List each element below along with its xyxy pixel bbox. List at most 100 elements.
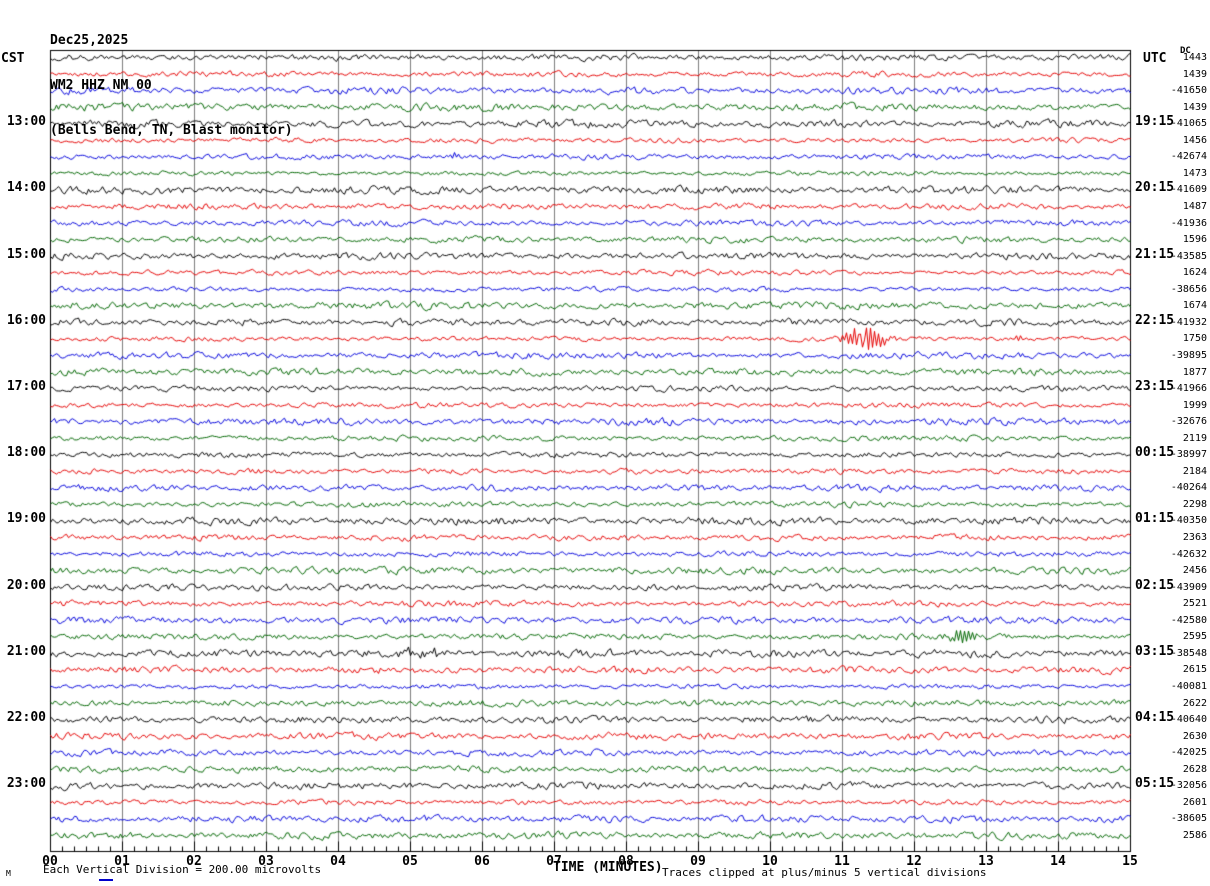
left-time-label: 20:00 [6, 577, 46, 593]
dc-value: -41609 [1170, 184, 1207, 196]
dc-value: -41936 [1170, 217, 1207, 229]
left-time-label: 14:00 [6, 180, 46, 196]
header-location: (Bells Bend, TN, Blast monitor) [50, 123, 293, 138]
minute-tick-label: 11 [834, 854, 850, 869]
dc-value: -41065 [1170, 118, 1207, 130]
corner-mark: M [6, 869, 11, 878]
dc-value: -38997 [1170, 449, 1207, 461]
left-time-label: 19:00 [6, 511, 46, 527]
dc-value: -41966 [1170, 383, 1207, 395]
dc-value: -38605 [1170, 813, 1207, 825]
left-time-label: 15:00 [6, 246, 46, 262]
minute-tick-label: 03 [258, 854, 274, 869]
utc-time-label: 23:15 [1135, 379, 1175, 395]
dc-value: -40640 [1170, 714, 1207, 726]
dc-value: 2615 [1182, 664, 1207, 676]
utc-time-label: 19:15 [1135, 114, 1175, 130]
left-time-label: 16:00 [6, 312, 46, 328]
dc-value: -41932 [1170, 316, 1207, 328]
dc-value: -32056 [1170, 780, 1207, 792]
dc-value: 2456 [1182, 565, 1207, 577]
left-time-label: 23:00 [6, 776, 46, 792]
minute-tick-label: 06 [474, 854, 490, 869]
dc-value: 2595 [1182, 631, 1207, 643]
minute-tick-label: 04 [330, 854, 346, 869]
left-time-label: 17:00 [6, 379, 46, 395]
underline-accent-mark [99, 879, 113, 881]
left-axis-unit: CST [1, 51, 25, 66]
minute-tick-label: 15 [1122, 854, 1138, 869]
dc-value: 2622 [1182, 697, 1207, 709]
minute-tick-label: 08 [618, 854, 634, 869]
dc-value: -42632 [1170, 548, 1207, 560]
dc-value: 1487 [1182, 200, 1207, 212]
dc-value: 1674 [1182, 300, 1207, 312]
left-time-label: 18:00 [6, 445, 46, 461]
minute-tick-label: 14 [1050, 854, 1066, 869]
minute-tick-label: 05 [402, 854, 418, 869]
dc-value: 2628 [1182, 763, 1207, 775]
minute-tick-label: 02 [186, 854, 202, 869]
dc-value: 1439 [1182, 68, 1207, 80]
utc-time-label: 00:15 [1135, 445, 1175, 461]
utc-time-label: 04:15 [1135, 710, 1175, 726]
dc-value: 2184 [1182, 465, 1207, 477]
utc-time-label: 21:15 [1135, 246, 1175, 262]
dc-value: 1999 [1182, 399, 1207, 411]
dc-value: -40350 [1170, 515, 1207, 527]
header-station: WM2 HHZ NM 00 [50, 78, 152, 93]
right-axis-unit: UTC [1143, 51, 1167, 66]
minute-tick-label: 07 [546, 854, 562, 869]
dc-value: 1439 [1182, 101, 1207, 113]
dc-value: 2586 [1182, 830, 1207, 841]
minute-tick-label: 13 [978, 854, 994, 869]
dc-value: 2630 [1182, 730, 1207, 742]
dc-value: 2298 [1182, 498, 1207, 510]
dc-value: 2363 [1182, 532, 1207, 544]
left-time-label: 22:00 [6, 710, 46, 726]
dc-value: 2521 [1182, 598, 1207, 610]
minute-tick-label: 01 [114, 854, 130, 869]
dc-value: -38548 [1170, 647, 1207, 659]
dc-column-header: DC [1180, 46, 1191, 56]
dc-value: -40264 [1170, 482, 1207, 494]
dc-value: -41650 [1170, 85, 1207, 97]
utc-time-label: 05:15 [1135, 776, 1175, 792]
minute-tick-label: 00 [42, 854, 58, 869]
dc-value: 2601 [1182, 796, 1207, 808]
dc-value: 1596 [1182, 234, 1207, 246]
dc-value: 1473 [1182, 167, 1207, 179]
x-axis-title: TIME (MINUTES) [553, 860, 663, 875]
dc-value: -40081 [1170, 681, 1207, 693]
dc-value: 1624 [1182, 267, 1207, 279]
dc-value: -43909 [1170, 581, 1207, 593]
dc-value: -38656 [1170, 283, 1207, 295]
minute-tick-label: 10 [762, 854, 778, 869]
dc-value: -32676 [1170, 416, 1207, 428]
dc-value: -39895 [1170, 349, 1207, 361]
dc-value: 1877 [1182, 366, 1207, 378]
utc-time-label: 03:15 [1135, 643, 1175, 659]
dc-value: -42580 [1170, 614, 1207, 626]
minute-tick-label: 12 [906, 854, 922, 869]
left-time-label: 13:00 [6, 114, 46, 130]
utc-time-label: 20:15 [1135, 180, 1175, 196]
header-date: Dec25,2025 [50, 33, 129, 48]
dc-value: -43585 [1170, 250, 1207, 262]
dc-value: 2119 [1182, 432, 1207, 444]
utc-time-label: 02:15 [1135, 577, 1175, 593]
dc-value: -42674 [1170, 151, 1207, 163]
dc-value: 1443 [1182, 52, 1207, 63]
clip-note: Traces clipped at plus/minus 5 vertical … [662, 866, 987, 879]
utc-time-label: 22:15 [1135, 312, 1175, 328]
header: Dec25,2025 WM2 HHZ NM 00 (Bells Bend, TN… [50, 3, 293, 168]
dc-value: 1750 [1182, 333, 1207, 345]
dc-value: -42025 [1170, 747, 1207, 759]
scale-note: Each Vertical Division = 200.00 microvol… [43, 863, 322, 876]
minute-tick-label: 09 [690, 854, 706, 869]
dc-value: 1456 [1182, 134, 1207, 146]
left-time-label: 21:00 [6, 643, 46, 659]
utc-time-label: 01:15 [1135, 511, 1175, 527]
